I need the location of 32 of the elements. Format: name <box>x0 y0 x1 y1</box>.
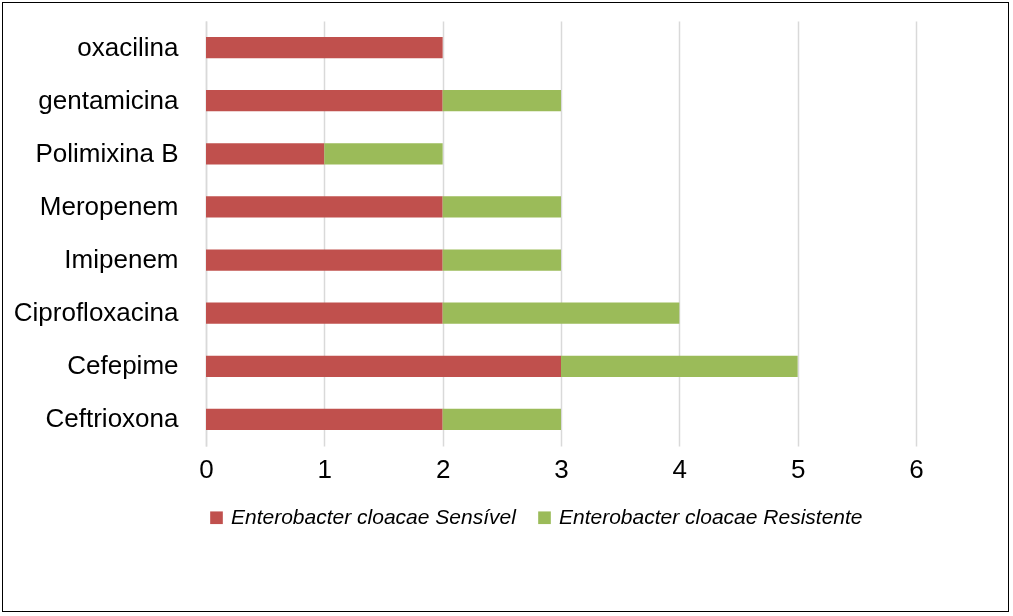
bar <box>442 249 561 271</box>
bar <box>561 355 798 377</box>
bar <box>206 196 443 218</box>
bar <box>206 36 443 59</box>
x-tick-label: 4 <box>672 453 688 484</box>
bar <box>206 302 443 324</box>
bar <box>206 143 325 165</box>
bar <box>442 302 680 324</box>
x-tick-label: 5 <box>790 453 806 484</box>
y-tick-label: oxacilina <box>77 31 180 62</box>
bar <box>442 196 561 218</box>
y-tick-label: Ceftrioxona <box>45 403 180 434</box>
legend-label: Enterobacter cloacae Resistente <box>559 504 863 528</box>
bar <box>206 249 443 271</box>
bar <box>324 143 443 165</box>
y-tick-label: Polimixina B <box>35 137 179 168</box>
x-tick-label: 0 <box>199 453 214 484</box>
x-tick-label: 6 <box>909 453 924 484</box>
bar <box>206 355 561 377</box>
y-tick-label: Meropenem <box>39 190 179 221</box>
bar <box>206 90 443 112</box>
y-tick-label: gentamicina <box>38 84 180 115</box>
y-tick-label: Ciprofloxacina <box>13 297 180 328</box>
bar <box>206 408 443 431</box>
legend-label: Enterobacter cloacae Sensível <box>231 504 518 528</box>
x-tick-label: 3 <box>554 453 569 484</box>
y-tick-label: Cefepime <box>67 350 179 381</box>
bar <box>442 408 561 431</box>
x-tick-label: 1 <box>317 453 333 484</box>
x-tick-label: 2 <box>435 453 451 484</box>
y-tick-label: Imipenem <box>64 244 179 275</box>
bar <box>442 90 561 112</box>
